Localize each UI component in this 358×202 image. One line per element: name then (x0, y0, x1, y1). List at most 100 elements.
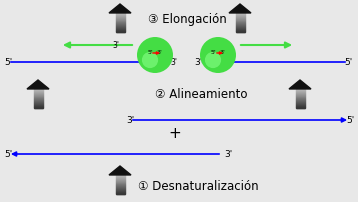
Bar (34, 90, 43, 91)
Bar (116, 30, 125, 31)
Bar (34, 100, 43, 101)
Bar (116, 180, 125, 181)
Bar (295, 89, 305, 90)
Bar (116, 19, 125, 20)
Bar (116, 178, 125, 179)
Bar (116, 177, 125, 178)
Bar (236, 21, 245, 22)
Text: 5': 5' (344, 58, 352, 67)
Bar (295, 102, 305, 103)
Bar (116, 175, 125, 176)
Bar (116, 21, 125, 22)
Bar (116, 184, 125, 185)
Bar (295, 99, 305, 100)
Bar (236, 29, 245, 30)
Bar (295, 93, 305, 94)
Text: 3': 3' (224, 150, 232, 159)
Bar (295, 101, 305, 102)
Bar (116, 179, 125, 180)
Bar (34, 104, 43, 105)
Bar (236, 26, 245, 27)
Polygon shape (289, 80, 311, 89)
Bar (116, 187, 125, 188)
Bar (116, 186, 125, 187)
Bar (34, 95, 43, 96)
Bar (34, 94, 43, 95)
Bar (116, 24, 125, 25)
Circle shape (137, 37, 173, 73)
Bar (34, 105, 43, 106)
Bar (116, 29, 125, 30)
Bar (34, 98, 43, 99)
Circle shape (200, 37, 236, 73)
Bar (116, 17, 125, 18)
Bar (236, 23, 245, 24)
Bar (295, 103, 305, 104)
Bar (236, 19, 245, 20)
Bar (236, 25, 245, 26)
Bar (116, 13, 125, 14)
Bar (295, 95, 305, 96)
Bar (295, 106, 305, 107)
Text: 5': 5' (148, 50, 154, 56)
Text: ① Desnaturalización: ① Desnaturalización (138, 180, 258, 193)
Text: 5': 5' (211, 50, 217, 56)
Bar (116, 23, 125, 24)
Text: 5': 5' (346, 116, 354, 125)
Bar (34, 92, 43, 93)
Bar (116, 22, 125, 23)
Polygon shape (109, 166, 131, 175)
Bar (116, 182, 125, 183)
Bar (116, 28, 125, 29)
Bar (295, 107, 305, 108)
Bar (295, 98, 305, 99)
Bar (236, 31, 245, 32)
Bar (295, 104, 305, 105)
Bar (236, 14, 245, 15)
Bar (236, 18, 245, 19)
Bar (116, 25, 125, 26)
Bar (295, 105, 305, 106)
Bar (34, 103, 43, 104)
Bar (295, 91, 305, 92)
Polygon shape (109, 4, 131, 13)
Circle shape (142, 52, 158, 68)
Bar (34, 102, 43, 103)
Text: 3': 3' (126, 116, 134, 125)
Text: 3': 3' (170, 58, 177, 67)
Bar (116, 185, 125, 186)
Text: 3': 3' (220, 50, 226, 56)
Text: 3': 3' (112, 41, 119, 50)
Bar (295, 100, 305, 101)
Text: 5': 5' (4, 58, 12, 67)
Bar (116, 176, 125, 177)
Bar (236, 27, 245, 28)
Bar (236, 30, 245, 31)
Text: ③ Elongación: ③ Elongación (148, 13, 227, 25)
Bar (34, 101, 43, 102)
Bar (295, 94, 305, 95)
Circle shape (205, 52, 221, 68)
Bar (34, 93, 43, 94)
Bar (116, 189, 125, 190)
Bar (116, 16, 125, 17)
Bar (236, 13, 245, 14)
Bar (116, 193, 125, 194)
Bar (116, 15, 125, 16)
Bar (236, 15, 245, 16)
Bar (116, 26, 125, 27)
Bar (295, 97, 305, 98)
Bar (295, 96, 305, 97)
Text: ② Alineamiento: ② Alineamiento (155, 87, 247, 101)
Bar (295, 90, 305, 91)
Bar (34, 91, 43, 92)
Polygon shape (229, 4, 251, 13)
Bar (116, 27, 125, 28)
Bar (116, 31, 125, 32)
Bar (295, 92, 305, 93)
Bar (236, 16, 245, 17)
Bar (236, 20, 245, 21)
Bar (116, 183, 125, 184)
Bar (34, 99, 43, 100)
Bar (116, 20, 125, 21)
